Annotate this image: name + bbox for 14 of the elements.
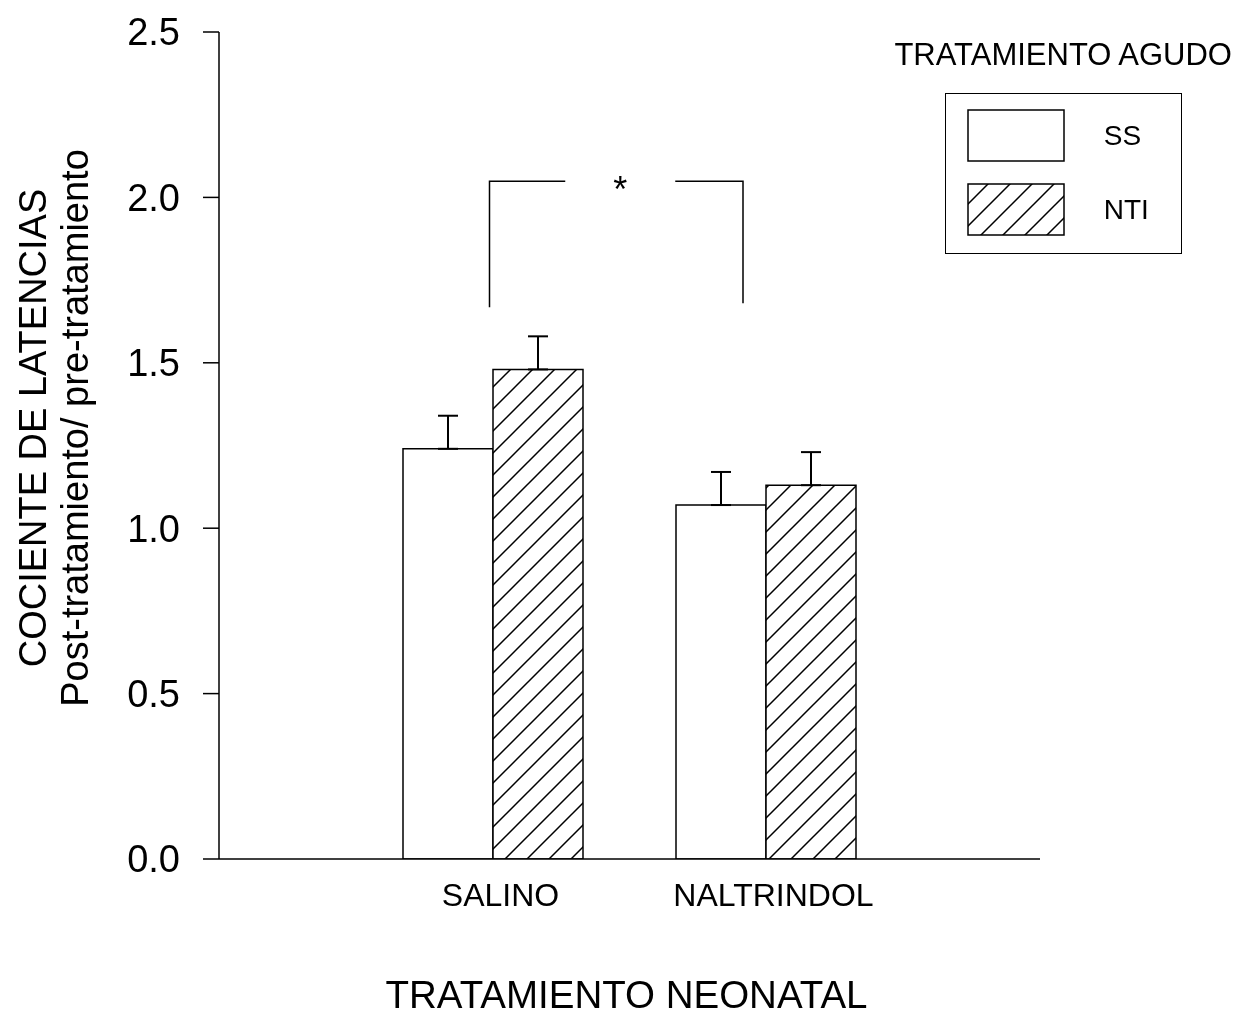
legend-label: SS: [1103, 119, 1142, 152]
y-tick-label: 2.0: [127, 176, 180, 219]
y-tick-label: 2.5: [127, 11, 180, 54]
y-tick-label: 1.0: [127, 507, 180, 550]
legend-label: NTI: [1103, 193, 1149, 226]
y-tick-label: 1.5: [127, 342, 180, 385]
y-tick-label: 0.5: [127, 673, 180, 716]
x-tick-label: SALINO: [441, 877, 560, 913]
x-axis-title: TRATAMIENTO NEONATAL: [385, 973, 868, 1012]
annotation: *: [613, 169, 628, 211]
legend-title: TRATAMIENTO AGUDO: [894, 36, 1232, 73]
y-axis-title: COCIENTE DE LATENCIAS Post-tratamiento/ pre-tratamiento: [12, 149, 96, 707]
y-tick-label: 0.0: [127, 838, 180, 881]
x-tick-label: NALTRINDOL: [673, 877, 874, 913]
